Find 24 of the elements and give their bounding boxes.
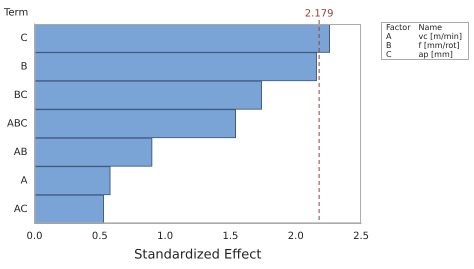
- y-tick-label: AC: [14, 204, 28, 215]
- x-tick-label: 2.0: [288, 230, 304, 242]
- text: Factor: [385, 22, 412, 32]
- x-tick-label: 1.0: [157, 230, 174, 242]
- x-axis-title: Standardized Effect: [134, 248, 262, 263]
- y-tick-label: ABC: [6, 118, 28, 130]
- text: A: [385, 32, 392, 41]
- text: B: [385, 41, 392, 50]
- y-tick-label: A: [20, 175, 28, 186]
- text: f [mm/rot]: [418, 41, 461, 50]
- y-tick-label: AB: [14, 146, 28, 158]
- text: ap [mm]: [418, 50, 454, 60]
- text: vc [m/min]: [418, 32, 463, 41]
- x-tick-label: 0.0: [26, 230, 42, 242]
- y-tick-label: B: [20, 61, 28, 72]
- x-tick-label: 2.5: [353, 230, 369, 242]
- text: Name: [418, 22, 444, 32]
- x-tick-label: 0.5: [92, 230, 108, 242]
- y-axis-title: Term: [3, 8, 28, 19]
- ref-line-label: 2.179: [304, 8, 334, 20]
- x-tick-label: 1.5: [222, 230, 238, 242]
- y-tick-label: C: [20, 32, 28, 44]
- text: C: [385, 50, 393, 60]
- y-tick-label: BC: [14, 90, 28, 101]
